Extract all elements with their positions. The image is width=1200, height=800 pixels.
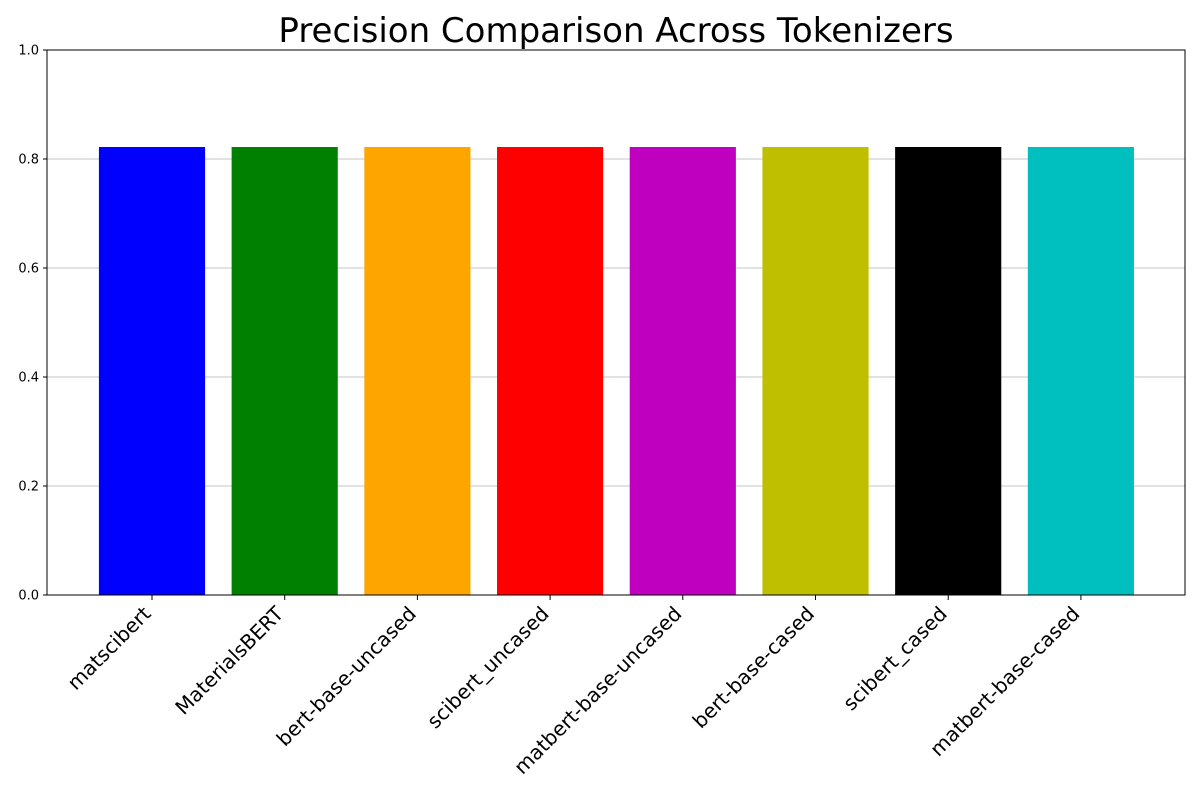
y-tick-label: 0.6 — [18, 262, 39, 277]
y-axis: 0.0 0.2 0.4 0.6 0.8 1.0 — [18, 44, 47, 604]
bar-bert-base-cased — [762, 147, 869, 595]
x-tick-label: bert-base-uncased — [272, 602, 421, 751]
gridlines — [47, 49, 1185, 596]
y-tick-label: 0.4 — [18, 371, 39, 386]
x-tick-label: bert-base-cased — [688, 602, 819, 733]
y-tick-label: 0.2 — [18, 480, 39, 495]
x-tick-label: matbert-base-cased — [925, 602, 1084, 761]
bar-bert-base-uncased — [364, 147, 471, 595]
bar-scibert_cased — [895, 147, 1002, 595]
bar-scibert_uncased — [497, 147, 604, 595]
y-tick-label: 0.8 — [18, 153, 39, 168]
y-tick-label: 0.0 — [18, 589, 39, 604]
x-tick-label: matscibert — [62, 601, 155, 694]
bars — [98, 147, 1134, 595]
y-tick-label: 1.0 — [18, 44, 39, 59]
plot-frame — [46, 49, 1186, 596]
bar-matbert-base-uncased — [629, 147, 736, 595]
bar-MaterialsBERT — [231, 147, 338, 595]
x-tick-label: scibert_uncased — [422, 602, 554, 734]
bar-matbert-base-cased — [1027, 147, 1134, 595]
x-axis: matscibert MaterialsBERTbert-base-uncased… — [62, 595, 1084, 779]
bar-matscibert — [98, 147, 206, 595]
chart-title: Precision Comparison Across Tokenizers — [278, 11, 953, 51]
x-tick-label: MaterialsBERT — [170, 601, 288, 719]
x-tick-label: scibert_cased — [838, 602, 952, 716]
